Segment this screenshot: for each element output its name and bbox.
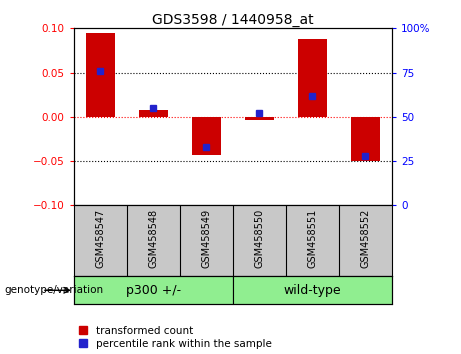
Text: GSM458547: GSM458547 — [95, 209, 105, 268]
Bar — [139, 110, 168, 117]
Bar — [351, 117, 380, 161]
Bar — [298, 39, 327, 117]
Legend: transformed count, percentile rank within the sample: transformed count, percentile rank withi… — [79, 326, 272, 349]
Bar — [245, 117, 274, 120]
Bar — [192, 117, 221, 155]
Bar — [74, 276, 233, 304]
Text: GSM458550: GSM458550 — [254, 209, 264, 268]
Text: p300 +/-: p300 +/- — [126, 284, 181, 297]
Bar — [86, 33, 115, 117]
Text: GSM458551: GSM458551 — [307, 209, 317, 268]
Text: GSM458549: GSM458549 — [201, 209, 211, 268]
Bar — [233, 276, 392, 304]
Text: genotype/variation: genotype/variation — [5, 285, 104, 295]
Text: wild-type: wild-type — [284, 284, 341, 297]
Title: GDS3598 / 1440958_at: GDS3598 / 1440958_at — [152, 13, 313, 27]
Text: GSM458552: GSM458552 — [361, 209, 370, 268]
Text: GSM458548: GSM458548 — [148, 209, 158, 268]
